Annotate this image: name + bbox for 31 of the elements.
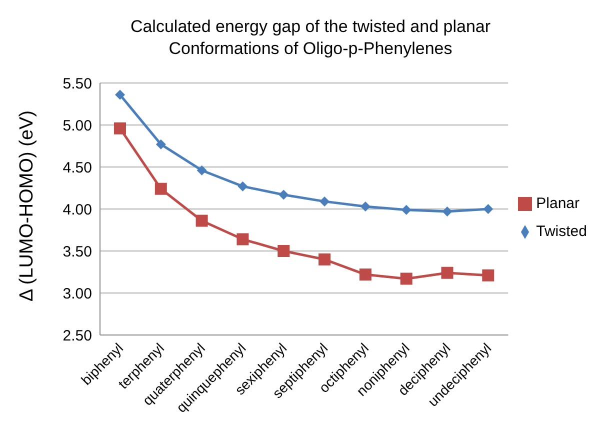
point <box>318 253 331 266</box>
point <box>114 122 126 134</box>
point <box>441 266 454 279</box>
point <box>400 272 412 285</box>
point <box>196 214 208 227</box>
point <box>483 204 494 214</box>
point <box>320 196 330 206</box>
y-tick-label: 3.00 <box>62 285 92 302</box>
chart-title: Calculated energy gap of the twisted and planar Conformations of Oligo-p-Phenylenes <box>129 16 492 60</box>
point <box>360 201 370 212</box>
y-tick-label: 4.00 <box>62 201 92 218</box>
point <box>482 269 494 282</box>
point <box>156 139 166 150</box>
legend-label: Twisted <box>536 222 587 240</box>
point <box>115 90 125 100</box>
point <box>236 233 249 246</box>
point <box>278 245 290 257</box>
point <box>154 182 167 195</box>
point <box>196 165 207 176</box>
y-axis-title: Δ (LUMO-HOMO) (eV) <box>17 110 39 302</box>
point <box>278 190 289 200</box>
point <box>401 204 412 215</box>
legend-label: Planar <box>536 194 580 212</box>
y-tick-label: 4.50 <box>62 159 92 176</box>
y-tick-label: 5.50 <box>62 75 92 92</box>
y-tick-label: 5.00 <box>62 117 92 134</box>
point <box>359 268 372 281</box>
point <box>442 206 452 217</box>
point <box>238 181 248 192</box>
y-tick-label: 3.50 <box>62 243 92 260</box>
y-tick-label: 2.50 <box>62 327 92 344</box>
